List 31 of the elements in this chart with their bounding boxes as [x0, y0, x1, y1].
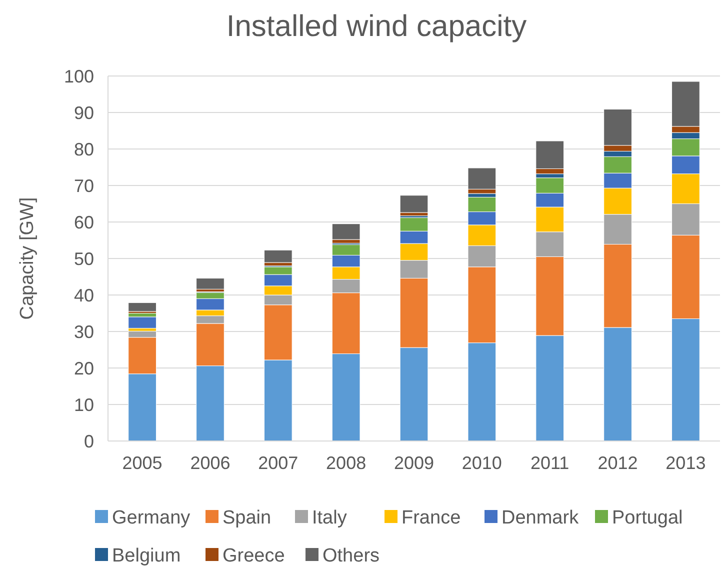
legend-label: Portugal [612, 508, 683, 529]
x-tick-label: 2011 [530, 453, 570, 473]
legend-label: Others [322, 546, 380, 567]
y-tick-label: 20 [74, 358, 94, 378]
x-tick-label: 2007 [258, 453, 298, 473]
legend-label: Denmark [502, 508, 580, 529]
legend-label: France [402, 508, 461, 529]
x-tick-label: 2010 [462, 453, 502, 473]
y-tick-label: 80 [74, 139, 94, 160]
legend-label: Spain [222, 508, 272, 529]
legend-label: Germany [112, 508, 191, 529]
chart-title: Installed wind capacity [226, 10, 527, 43]
y-tick-label: 30 [74, 322, 94, 342]
y-tick-label: 100 [64, 66, 94, 86]
y-tick-label: 70 [74, 176, 94, 196]
x-tick-label: 2009 [394, 453, 434, 473]
y-tick-label: 40 [74, 285, 94, 306]
y-tick-label: 50 [74, 248, 94, 269]
y-tick-label: 90 [74, 102, 94, 123]
x-tick-label: 2006 [190, 453, 230, 473]
y-tick-label: 0 [84, 431, 94, 452]
y-axis-title: Capacity [GW] [17, 197, 38, 320]
legend-label: Belgium [112, 546, 181, 567]
y-tick-label: 60 [74, 212, 94, 232]
x-tick-label: 2005 [122, 453, 162, 473]
x-tick-label: 2008 [326, 453, 366, 473]
x-tick-label: 2012 [598, 453, 638, 473]
x-tick-label: 2013 [666, 453, 706, 473]
y-tick-label: 10 [74, 394, 94, 415]
legend-label: Italy [312, 508, 348, 529]
legend-label: Greece [222, 546, 285, 567]
